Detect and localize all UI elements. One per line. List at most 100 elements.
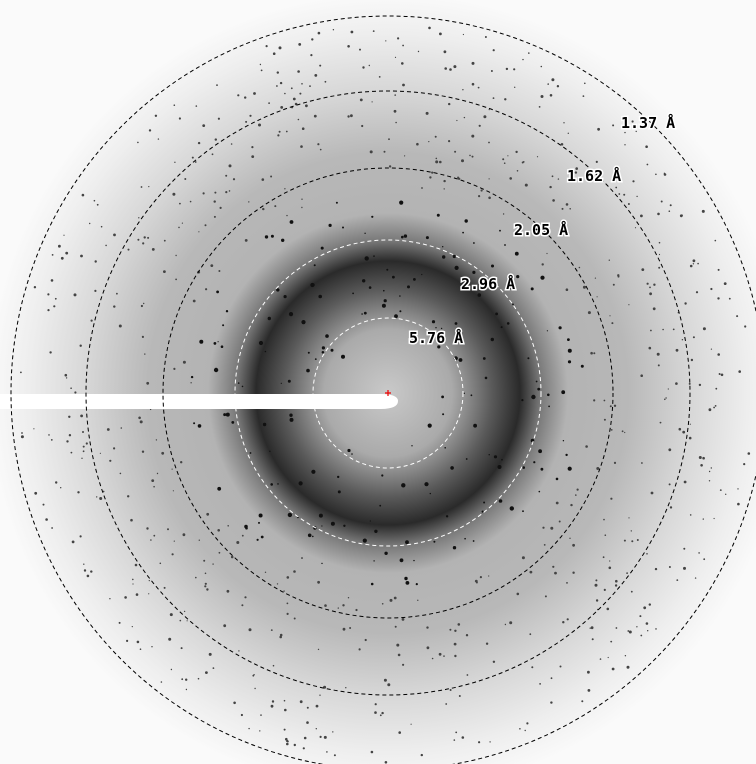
spot bbox=[206, 588, 208, 590]
spot bbox=[698, 552, 700, 554]
spot bbox=[714, 518, 715, 519]
spot bbox=[352, 293, 354, 295]
spot bbox=[172, 553, 174, 555]
spot bbox=[489, 741, 490, 742]
spot bbox=[132, 626, 133, 627]
spot bbox=[303, 747, 305, 749]
spot bbox=[503, 213, 504, 214]
spot bbox=[499, 499, 503, 503]
spot bbox=[467, 674, 469, 676]
spot bbox=[66, 440, 68, 442]
spot bbox=[569, 538, 570, 539]
spot bbox=[203, 560, 205, 562]
spot bbox=[597, 296, 598, 297]
spot bbox=[389, 165, 391, 167]
spot bbox=[720, 489, 722, 491]
spot bbox=[421, 754, 423, 756]
spot bbox=[715, 405, 717, 407]
spot bbox=[683, 567, 686, 570]
spot bbox=[612, 124, 614, 126]
spot bbox=[301, 320, 305, 324]
spot bbox=[547, 394, 550, 397]
spot bbox=[556, 478, 559, 481]
spot bbox=[569, 208, 571, 210]
spot bbox=[49, 351, 51, 353]
spot bbox=[507, 155, 508, 156]
spot bbox=[149, 580, 150, 581]
spot bbox=[217, 529, 220, 532]
spot bbox=[148, 186, 149, 187]
spot bbox=[417, 600, 418, 601]
spot bbox=[70, 387, 72, 389]
spot bbox=[399, 201, 403, 205]
spot bbox=[542, 263, 544, 265]
spot bbox=[402, 45, 404, 47]
spot bbox=[650, 330, 652, 332]
spot bbox=[221, 345, 224, 348]
spot bbox=[284, 188, 285, 189]
spot bbox=[198, 231, 199, 232]
spot bbox=[395, 626, 397, 628]
spot bbox=[379, 505, 381, 507]
spot bbox=[300, 145, 303, 148]
spot bbox=[527, 357, 529, 359]
spot bbox=[609, 560, 610, 561]
spot bbox=[659, 254, 660, 255]
spot bbox=[453, 65, 456, 68]
spot bbox=[180, 461, 182, 463]
spot bbox=[559, 326, 562, 329]
spot bbox=[320, 736, 322, 738]
spot bbox=[298, 43, 301, 46]
spot bbox=[472, 62, 475, 65]
spot bbox=[493, 49, 495, 51]
spot bbox=[717, 297, 719, 299]
spot bbox=[611, 322, 613, 324]
spot bbox=[143, 303, 144, 304]
spot bbox=[541, 66, 543, 68]
spot bbox=[681, 214, 683, 216]
spot bbox=[77, 491, 79, 493]
spot bbox=[661, 201, 663, 203]
spot bbox=[627, 666, 630, 669]
spot bbox=[91, 320, 93, 322]
spot bbox=[533, 461, 535, 463]
spot bbox=[113, 234, 116, 237]
spot bbox=[609, 315, 610, 316]
spot bbox=[448, 140, 450, 142]
spot bbox=[488, 142, 490, 144]
spot bbox=[453, 546, 456, 549]
spot bbox=[218, 118, 220, 120]
spot bbox=[628, 203, 630, 205]
spot bbox=[333, 29, 334, 30]
spot bbox=[649, 603, 651, 605]
spot bbox=[270, 483, 273, 486]
spot bbox=[401, 236, 404, 239]
spot bbox=[462, 736, 465, 739]
spot bbox=[205, 288, 207, 290]
spot bbox=[442, 413, 444, 415]
spot bbox=[270, 176, 272, 178]
spot bbox=[697, 263, 699, 265]
spot bbox=[297, 70, 300, 73]
spot bbox=[370, 150, 373, 153]
spot bbox=[249, 628, 252, 631]
spot bbox=[653, 307, 656, 310]
spot bbox=[442, 246, 443, 247]
spot bbox=[80, 535, 82, 537]
spot bbox=[402, 664, 404, 666]
spot bbox=[399, 295, 401, 297]
spot bbox=[321, 525, 322, 526]
spot bbox=[647, 283, 649, 285]
spot bbox=[348, 597, 349, 598]
spot bbox=[147, 237, 149, 239]
spot bbox=[294, 744, 296, 746]
spot bbox=[649, 292, 652, 295]
spot bbox=[719, 373, 721, 375]
spot bbox=[684, 481, 687, 484]
spot bbox=[174, 162, 175, 163]
spot bbox=[523, 161, 525, 163]
spot bbox=[113, 447, 115, 449]
spot bbox=[505, 624, 506, 625]
spot bbox=[649, 287, 651, 289]
spot bbox=[691, 359, 693, 361]
